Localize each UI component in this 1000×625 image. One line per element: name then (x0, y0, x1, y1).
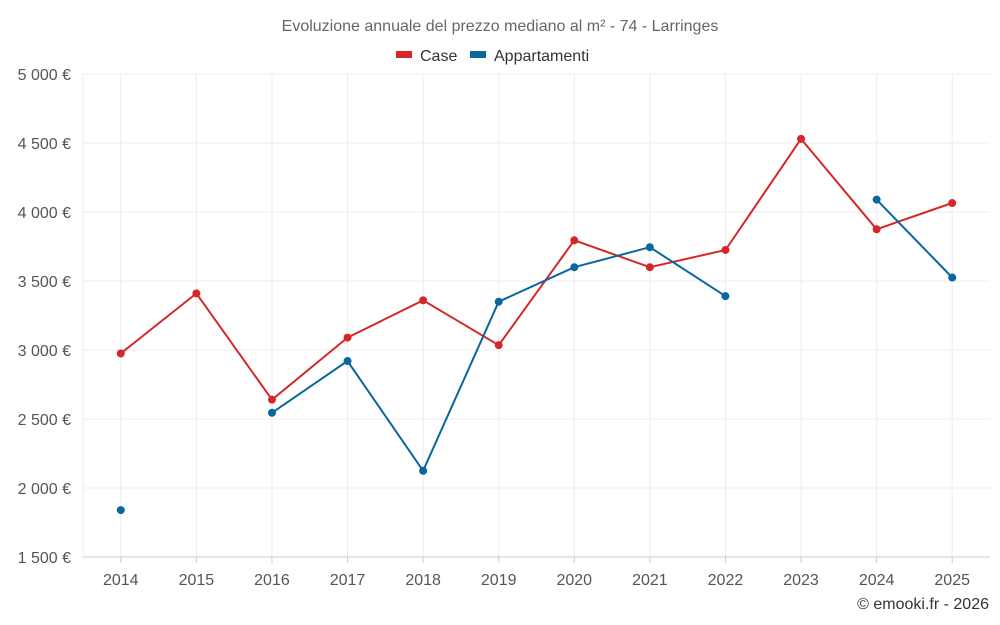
x-tick-label: 2023 (783, 572, 819, 589)
legend: Case Appartamenti (396, 48, 589, 65)
y-tick-label: 3 500 € (18, 274, 71, 291)
point-case-2015[interactable] (192, 289, 201, 298)
x-tick-label: 2024 (859, 572, 895, 589)
point-appartamenti-2024[interactable] (872, 195, 881, 204)
legend-label-appartamenti: Appartamenti (494, 48, 589, 65)
x-tick-label: 2018 (405, 572, 441, 589)
point-appartamenti-2017[interactable] (343, 357, 352, 366)
y-tick-label: 4 000 € (18, 205, 71, 222)
x-tick-label: 2017 (330, 572, 366, 589)
point-case-2022[interactable] (721, 245, 730, 254)
series (116, 134, 957, 515)
credit-text: © emooki.fr - 2026 (857, 596, 989, 613)
chart-title: Evoluzione annuale del prezzo mediano al… (282, 18, 719, 35)
x-tick-label: 2021 (632, 572, 668, 589)
y-tick-label: 2 000 € (18, 481, 71, 498)
point-case-2021[interactable] (645, 263, 654, 272)
point-case-2020[interactable] (570, 236, 579, 245)
y-tick-label: 1 500 € (18, 550, 71, 567)
grid (83, 73, 990, 557)
point-case-2025[interactable] (948, 199, 957, 208)
point-case-2024[interactable] (872, 225, 881, 234)
point-appartamenti-2021[interactable] (645, 243, 654, 252)
point-appartamenti-2018[interactable] (419, 466, 428, 475)
point-case-2018[interactable] (419, 296, 428, 305)
x-tick-label: 2020 (556, 572, 592, 589)
x-tick-label: 2014 (103, 572, 139, 589)
y-tick-label: 2 500 € (18, 412, 71, 429)
x-tick-label: 2019 (481, 572, 517, 589)
x-tick-label: 2022 (708, 572, 744, 589)
legend-label-case: Case (420, 48, 457, 65)
legend-swatch-case (396, 51, 412, 58)
x-tick-label: 2025 (934, 572, 970, 589)
x-tick-label: 2016 (254, 572, 290, 589)
axes: 1 500 € 2 000 € 2 500 € 3 000 € 3 500 € 4 000… (18, 67, 990, 589)
point-appartamenti-2022[interactable] (721, 292, 730, 301)
y-tick-label: 4 500 € (18, 136, 71, 153)
point-case-2023[interactable] (797, 134, 806, 143)
legend-item-appartamenti[interactable]: Appartamenti (470, 48, 589, 65)
series-line-case (120, 137, 953, 401)
point-case-2014[interactable] (116, 349, 125, 358)
legend-item-case[interactable]: Case (396, 48, 457, 65)
series-line-appartamenti (875, 198, 953, 279)
x-tick-label: 2015 (179, 572, 215, 589)
y-tick-label: 5 000 € (18, 67, 71, 84)
point-appartamenti-2014[interactable] (116, 506, 125, 515)
point-appartamenti-2016[interactable] (267, 408, 276, 417)
point-case-2017[interactable] (343, 333, 352, 342)
point-case-2019[interactable] (494, 341, 503, 350)
point-appartamenti-2025[interactable] (948, 273, 957, 282)
point-appartamenti-2019[interactable] (494, 297, 503, 306)
y-tick-label: 3 000 € (18, 343, 71, 360)
point-case-2016[interactable] (267, 395, 276, 404)
point-appartamenti-2020[interactable] (570, 263, 579, 272)
legend-swatch-appartamenti (470, 51, 486, 58)
